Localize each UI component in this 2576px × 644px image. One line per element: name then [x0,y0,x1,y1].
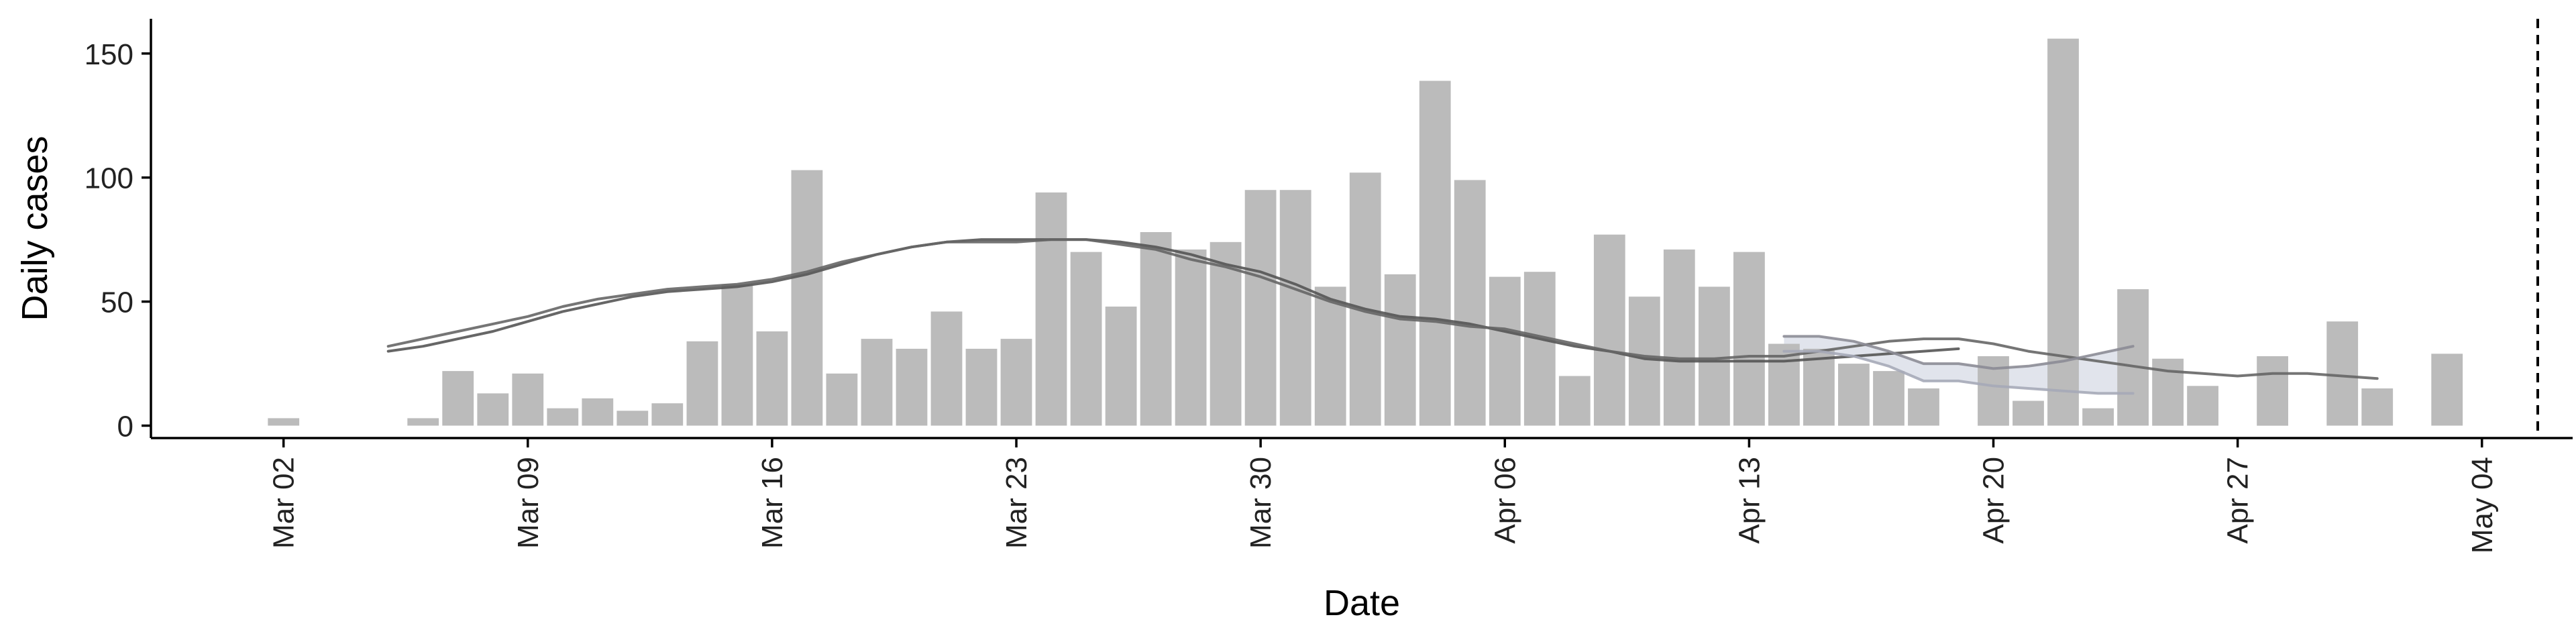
bar-day-59 [2117,289,2149,426]
x-axis: Mar 02 Mar 09 Mar 16 Mar 23 Mar 30 Apr 06 Apr … [151,437,2573,553]
bar-day-26 [965,348,998,426]
bar-day-53 [1908,388,1939,426]
y-tick-label-150: 150 [85,38,133,71]
bar-day-66 [2361,388,2394,426]
bar-day-29 [1070,252,1102,426]
bar-day-15 [582,398,614,426]
bar-day-44 [1593,234,1625,426]
series-line-trend-2 [386,238,2379,380]
bar-day-13 [512,373,544,426]
bar-day-65 [2326,321,2359,426]
bar-day-33 [1210,241,1242,426]
bar-day-31 [1140,232,1172,426]
bar-day-12 [477,393,509,426]
series-line-trend-1 [386,238,1960,363]
x-tick-label: Mar 16 [756,457,789,549]
x-tick-label: May 04 [2466,457,2499,553]
bar-day-39 [1419,80,1451,426]
bar-day-41 [1489,276,1521,426]
y-tick-label-100: 100 [85,162,133,195]
bar-day-38 [1384,274,1416,426]
bar-day-18 [686,341,718,426]
bar-day-19 [721,284,753,426]
bar-day-6 [268,418,300,426]
bar-day-48 [1733,252,1765,426]
bar-day-32 [1175,249,1207,426]
x-tick-label: Mar 09 [512,457,545,549]
bar-day-36 [1314,286,1346,426]
series-line-trend-4 [1782,350,2135,395]
bar-day-37 [1349,172,1381,426]
bar-day-30 [1105,307,1137,426]
bar-day-43 [1558,376,1591,426]
bar-day-22 [826,373,858,426]
bar-day-40 [1454,180,1486,426]
series-line-trend-3 [1782,335,2135,370]
x-tick-label: Mar 23 [1000,457,1033,549]
bar-day-56 [2012,400,2044,426]
bar-day-17 [651,403,684,426]
bar-day-35 [1279,190,1311,426]
bar-day-42 [1523,272,1556,426]
bar-day-63 [2257,356,2288,426]
y-tick-label-50: 50 [101,286,133,319]
bar-day-10 [407,418,439,426]
bar-day-68 [2431,354,2463,426]
bar-day-45 [1628,297,1660,426]
bar-day-47 [1699,286,1730,426]
bar-day-52 [1873,371,1904,426]
y-axis: 0 50 100 150 [85,19,152,443]
bar-day-28 [1035,192,1067,426]
bar-day-11 [442,371,474,426]
bar-day-25 [930,311,963,426]
bar-day-50 [1803,348,1835,426]
bar-day-16 [616,411,649,426]
x-tick-label: Apr 06 [1489,457,1521,544]
bar-day-46 [1663,249,1695,426]
x-tick-label: Apr 13 [1733,457,1766,544]
y-tick-label-0: 0 [117,411,133,443]
bar-day-58 [2082,408,2114,426]
x-tick-label: Apr 20 [1978,457,2010,544]
trend-lines-group [386,238,2379,395]
x-tick-label: Mar 02 [268,457,301,549]
bars-group [268,38,2463,426]
bar-day-20 [756,331,788,426]
bar-day-51 [1838,364,1870,426]
bar-day-61 [2187,386,2218,426]
x-tick-label: Apr 27 [2222,457,2255,544]
bar-day-57 [2047,38,2079,426]
bar-day-21 [791,170,823,426]
bar-day-27 [1000,339,1032,426]
bar-day-14 [547,408,579,426]
y-axis-title: Daily cases [15,136,55,321]
bar-day-23 [861,339,893,426]
x-tick-label: Mar 30 [1244,457,1277,549]
bar-day-34 [1244,190,1277,426]
bar-day-24 [896,348,928,426]
x-axis-title: Date [1324,583,1400,623]
